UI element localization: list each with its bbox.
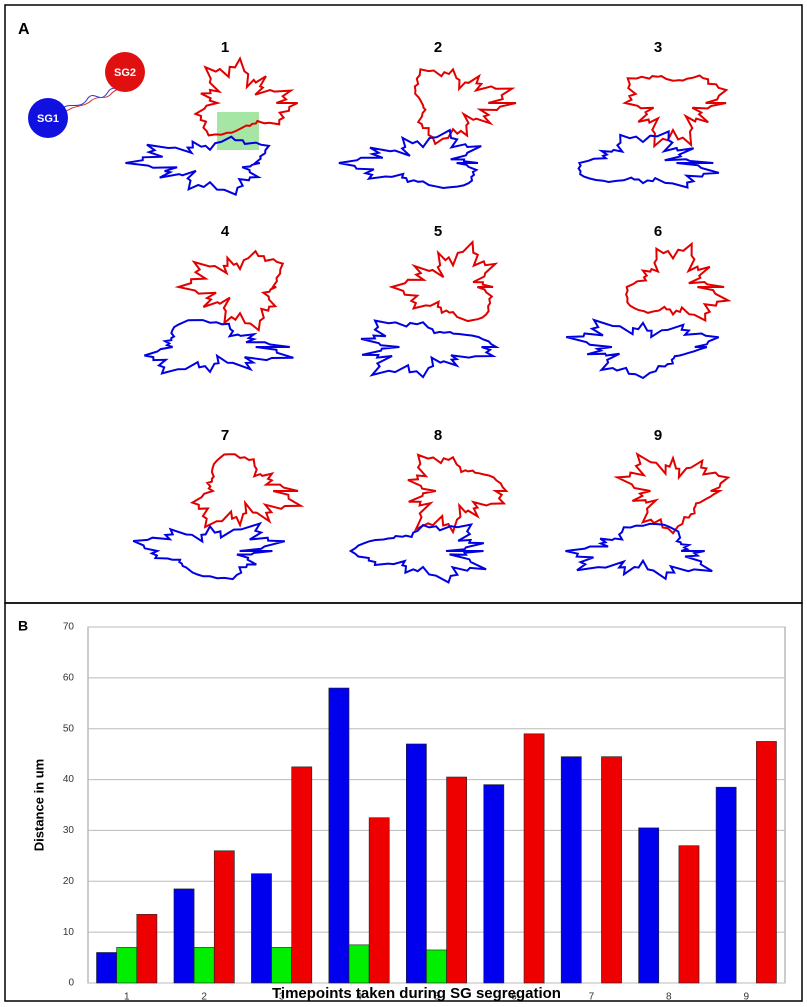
y-tick-label: 30: [63, 825, 75, 836]
outline: [413, 67, 517, 146]
node-label: SG1: [37, 113, 59, 125]
bar: [426, 949, 447, 984]
outline: [174, 249, 285, 332]
frame-label: 4: [221, 223, 230, 240]
x-tick-label: 3: [279, 992, 285, 1003]
bar: [368, 817, 390, 984]
outline: [193, 56, 299, 137]
bar: [271, 947, 292, 984]
bar: [446, 776, 468, 984]
bar: [116, 947, 138, 984]
panel-label: A: [18, 21, 30, 38]
bar: [560, 756, 582, 984]
panel-b-border: [4, 602, 803, 1002]
frame-label: 6: [654, 223, 662, 240]
frame-label: 7: [221, 427, 229, 444]
panel-label: B: [18, 618, 28, 634]
node-label: SG2: [114, 67, 136, 79]
outline: [388, 239, 499, 323]
y-tick-label: 0: [68, 978, 74, 989]
bar: [756, 741, 777, 984]
x-tick-label: 8: [666, 992, 672, 1003]
bar: [136, 914, 158, 984]
outline: [338, 128, 482, 190]
bar: [213, 850, 235, 984]
outline: [348, 523, 487, 584]
outline: [577, 129, 720, 189]
frame-label: 9: [654, 427, 662, 444]
bar: [405, 743, 427, 984]
bar: [523, 733, 545, 984]
y-tick-label: 50: [63, 723, 75, 734]
x-tick-label: 9: [743, 992, 749, 1003]
bar: [328, 687, 350, 984]
outline: [132, 521, 286, 581]
outline: [565, 522, 713, 581]
y-tick-label: 60: [63, 672, 75, 683]
outline: [360, 319, 500, 379]
outline: [613, 451, 731, 535]
outline: [407, 453, 509, 535]
bar: [638, 827, 660, 984]
bar: [193, 947, 215, 984]
y-tick-label: 20: [63, 876, 75, 887]
frame-label: 2: [434, 39, 442, 56]
outline: [189, 453, 305, 529]
y-tick-label: 70: [63, 622, 75, 633]
bar: [715, 786, 737, 984]
outline: [125, 135, 271, 196]
sg2-node: [105, 52, 145, 92]
outline: [625, 241, 732, 323]
x-tick-label: 7: [589, 992, 595, 1003]
y-tick-label: 40: [63, 774, 75, 785]
bar: [291, 766, 313, 984]
outline: [622, 74, 729, 149]
x-tick-label: 1: [124, 992, 130, 1003]
bar: [601, 756, 622, 984]
frame-label: 8: [434, 427, 442, 444]
frame-label: 1: [221, 39, 229, 56]
x-tick-label: 6: [511, 992, 517, 1003]
frame-label: 3: [654, 39, 662, 56]
x-axis-label: Timepoints taken during SG segregation: [272, 985, 561, 1002]
outline: [144, 319, 294, 375]
x-tick-label: 2: [201, 992, 207, 1003]
sg1-node: [28, 98, 68, 138]
bar: [678, 845, 700, 984]
bar: [96, 952, 117, 984]
bar: [348, 944, 370, 984]
outline: [565, 318, 720, 380]
bar: [251, 873, 272, 984]
x-tick-label: 4: [356, 992, 362, 1003]
panel-a-border: [4, 4, 803, 604]
frame-label: 5: [434, 223, 442, 240]
bar: [483, 784, 505, 984]
bar: [173, 888, 195, 984]
y-tick-label: 10: [63, 927, 75, 938]
x-tick-label: 5: [434, 992, 440, 1003]
y-axis-label: Distance in um: [31, 759, 46, 851]
